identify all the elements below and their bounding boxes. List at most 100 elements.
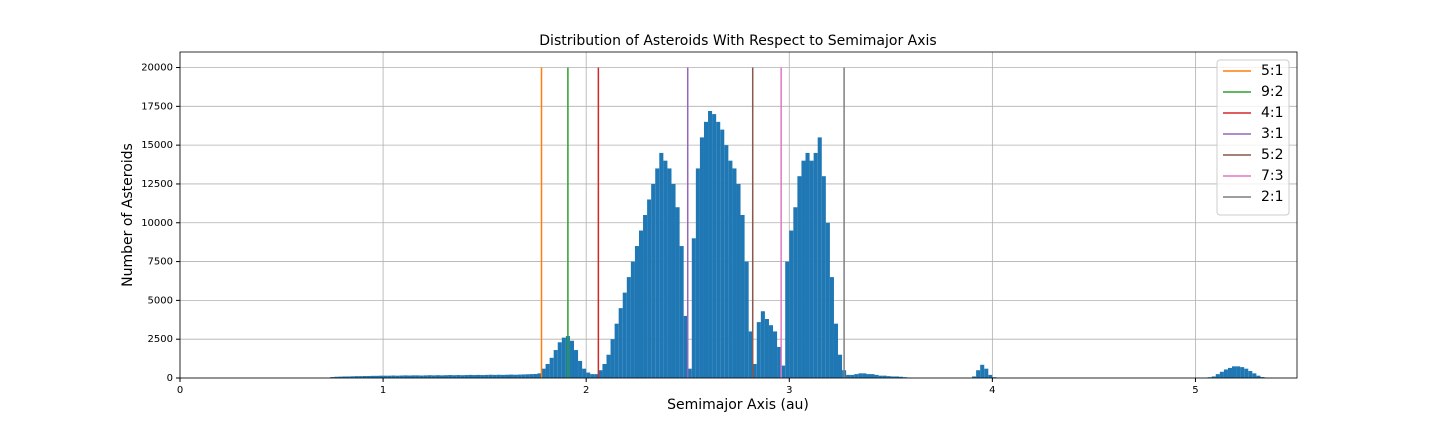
bar: [634, 246, 639, 378]
bar: [586, 372, 591, 378]
bar: [431, 375, 436, 378]
bar: [630, 261, 635, 378]
bar: [659, 152, 664, 378]
bar: [825, 222, 830, 378]
legend-label: 4:1: [1261, 105, 1284, 121]
bar: [439, 375, 445, 378]
bar: [760, 311, 765, 378]
bar: [854, 374, 859, 378]
bar: [752, 364, 757, 378]
bar: [781, 365, 786, 378]
bar: [549, 357, 554, 378]
bar: [801, 160, 806, 378]
bar: [695, 168, 700, 378]
bar: [379, 375, 384, 378]
bar: [667, 168, 672, 378]
bar: [342, 376, 347, 378]
x-axis-label: Semimajor Axis (au): [667, 397, 809, 413]
bar: [330, 377, 335, 378]
bar: [768, 325, 774, 378]
bar: [1223, 369, 1228, 378]
bar: [833, 323, 839, 378]
bar: [569, 340, 574, 378]
bar: [395, 375, 400, 378]
bar: [862, 373, 867, 378]
bar: [882, 375, 887, 378]
bar: [829, 277, 834, 378]
y-tick-label: 0: [167, 373, 173, 384]
bar: [1252, 373, 1257, 378]
bar: [740, 215, 745, 378]
bar: [1219, 371, 1224, 378]
bar: [777, 346, 782, 378]
bar: [703, 121, 709, 378]
bar: [789, 230, 794, 378]
bar: [553, 350, 558, 378]
x-tick-label: 1: [380, 385, 386, 396]
bar: [1215, 374, 1220, 378]
bar: [890, 376, 895, 378]
bar: [492, 374, 497, 378]
bar: [813, 152, 818, 378]
bar: [846, 374, 851, 378]
bar: [456, 375, 461, 378]
bar: [671, 183, 676, 378]
bar: [435, 375, 440, 378]
bar: [838, 354, 843, 378]
y-tick-label: 2500: [148, 334, 173, 345]
bar: [423, 375, 428, 378]
bar: [334, 376, 339, 378]
bar: [716, 121, 721, 378]
bar: [590, 374, 595, 378]
bar: [728, 160, 733, 378]
grid: [179, 52, 1297, 379]
bar: [517, 374, 522, 378]
bar: [626, 277, 631, 378]
bar: [545, 364, 550, 378]
bar: [638, 230, 644, 378]
bar: [362, 375, 367, 378]
bar: [415, 375, 420, 378]
bar: [675, 207, 680, 378]
bar: [683, 315, 688, 378]
bar: [427, 375, 432, 378]
bar: [358, 376, 363, 378]
bar: [448, 375, 453, 378]
bar: [525, 374, 530, 378]
chart-title: Distribution of Asteroids With Respect t…: [539, 33, 936, 49]
bar: [582, 368, 587, 378]
bar: [488, 374, 493, 378]
bar: [370, 375, 375, 378]
bar: [1240, 367, 1245, 378]
legend-label: 2:1: [1261, 189, 1284, 205]
bar: [411, 375, 416, 378]
bar: [1244, 368, 1249, 378]
bar: [984, 368, 989, 378]
bar: [712, 114, 717, 378]
bar: [484, 374, 489, 378]
bar: [647, 199, 652, 378]
x-tick-label: 5: [1192, 385, 1198, 396]
bar: [513, 374, 518, 378]
bar: [988, 374, 993, 378]
bar: [464, 375, 469, 378]
bar: [878, 375, 883, 378]
x-tick-label: 4: [989, 385, 995, 396]
bar: [537, 373, 542, 378]
bar: [573, 350, 579, 378]
bar: [622, 292, 627, 378]
y-tick-label: 10000: [141, 218, 173, 229]
bar: [1227, 367, 1233, 378]
bar: [732, 168, 737, 378]
bar: [1248, 371, 1253, 378]
bar: [476, 374, 481, 378]
legend-label: 7:3: [1261, 168, 1284, 184]
bar: [894, 376, 899, 378]
bar: [529, 374, 534, 378]
bar: [699, 137, 704, 378]
bar: [387, 375, 392, 378]
bar: [541, 368, 546, 378]
bar: [350, 376, 355, 378]
bar: [874, 374, 879, 378]
bar: [773, 331, 778, 378]
